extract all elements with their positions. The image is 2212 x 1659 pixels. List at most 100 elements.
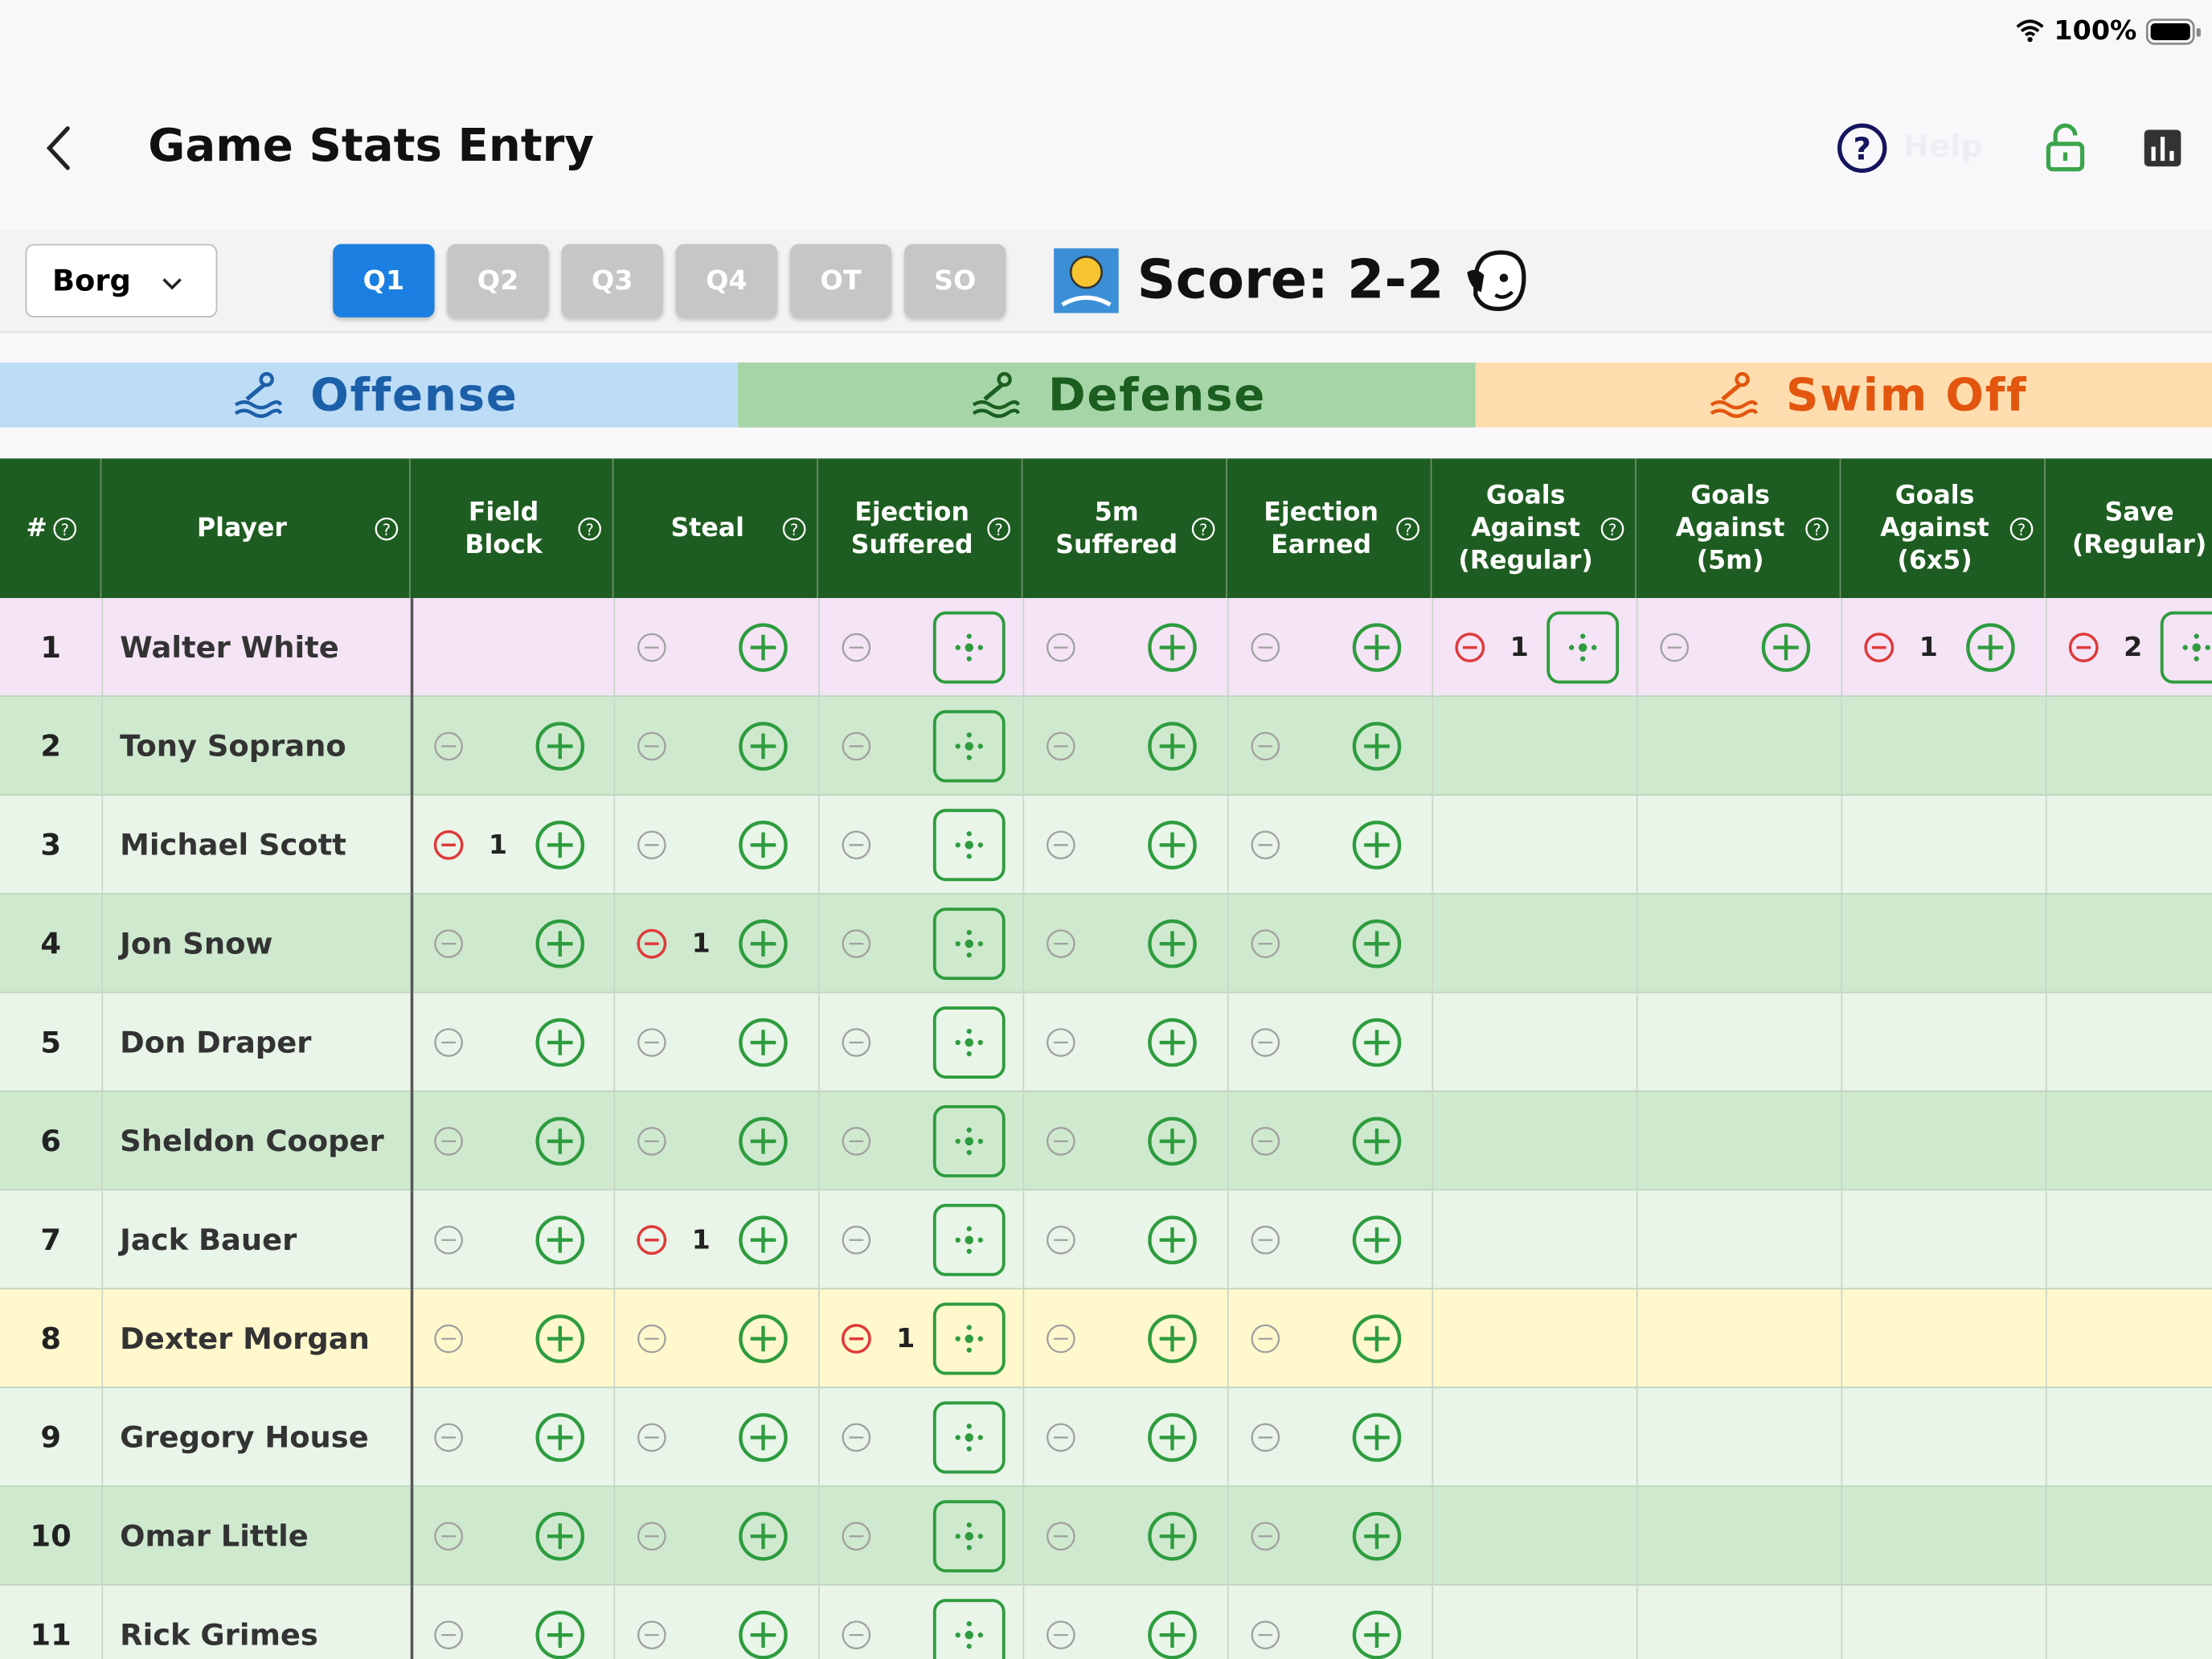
decrement-button[interactable]: [1250, 632, 1281, 663]
increment-button[interactable]: [1351, 1017, 1402, 1067]
increment-button[interactable]: [1351, 622, 1402, 673]
header-help[interactable]: ?: [1190, 515, 1216, 541]
increment-button[interactable]: [535, 1412, 585, 1463]
decrement-button[interactable]: [637, 1422, 668, 1453]
decrement-button[interactable]: [1250, 1422, 1281, 1453]
decrement-button[interactable]: [1250, 1126, 1281, 1157]
decrement-button[interactable]: [2068, 632, 2099, 663]
locate-button[interactable]: [932, 1006, 1006, 1079]
locate-button[interactable]: [932, 1500, 1006, 1573]
locate-button[interactable]: [932, 1401, 1006, 1474]
decrement-button[interactable]: [1046, 1422, 1077, 1453]
category-tab[interactable]: Defense: [737, 363, 1476, 428]
decrement-button[interactable]: [841, 731, 872, 762]
decrement-button[interactable]: [433, 1422, 465, 1453]
increment-button[interactable]: [738, 1017, 789, 1067]
increment-button[interactable]: [738, 919, 789, 969]
decrement-button[interactable]: [841, 1224, 872, 1256]
decrement-button[interactable]: [637, 731, 668, 762]
category-tab[interactable]: Swim Off: [1475, 363, 2212, 428]
increment-button[interactable]: [1147, 1511, 1198, 1562]
header-help[interactable]: ?: [781, 515, 807, 541]
decrement-button[interactable]: [433, 1323, 465, 1354]
period-button[interactable]: OT: [789, 244, 892, 317]
increment-button[interactable]: [738, 820, 789, 870]
decrement-button[interactable]: [1455, 632, 1486, 663]
help-button[interactable]: ?: [1835, 121, 1889, 175]
locate-button[interactable]: [932, 907, 1006, 981]
header-help[interactable]: ?: [1600, 515, 1625, 541]
increment-button[interactable]: [738, 1610, 789, 1659]
decrement-button[interactable]: [1659, 632, 1690, 663]
decrement-button[interactable]: [841, 928, 872, 960]
decrement-button[interactable]: [637, 632, 668, 663]
locate-button[interactable]: [932, 710, 1006, 783]
decrement-button[interactable]: [841, 830, 872, 861]
increment-button[interactable]: [1147, 1017, 1198, 1067]
header-help[interactable]: ?: [2009, 515, 2034, 541]
locate-button[interactable]: [932, 809, 1006, 882]
increment-button[interactable]: [1351, 1412, 1402, 1463]
decrement-button[interactable]: [841, 1027, 872, 1059]
locate-button[interactable]: [932, 1203, 1006, 1276]
decrement-button[interactable]: [1250, 731, 1281, 762]
decrement-button[interactable]: [637, 928, 668, 960]
header-help[interactable]: ?: [1395, 515, 1421, 541]
decrement-button[interactable]: [841, 1422, 872, 1453]
decrement-button[interactable]: [1046, 1224, 1077, 1256]
decrement-button[interactable]: [433, 1224, 465, 1256]
period-button[interactable]: SO: [904, 244, 1006, 317]
decrement-button[interactable]: [841, 1521, 872, 1552]
increment-button[interactable]: [535, 820, 585, 870]
locate-button[interactable]: [1546, 611, 1620, 684]
decrement-button[interactable]: [1046, 1620, 1077, 1651]
decrement-button[interactable]: [1046, 731, 1077, 762]
decrement-button[interactable]: [841, 1126, 872, 1157]
decrement-button[interactable]: [433, 1620, 465, 1651]
decrement-button[interactable]: [1046, 928, 1077, 960]
stats-button[interactable]: [2143, 129, 2182, 168]
decrement-button[interactable]: [433, 1521, 465, 1552]
increment-button[interactable]: [1351, 919, 1402, 969]
decrement-button[interactable]: [433, 830, 465, 861]
increment-button[interactable]: [1147, 1116, 1198, 1166]
increment-button[interactable]: [1147, 721, 1198, 772]
increment-button[interactable]: [1147, 1610, 1198, 1659]
header-help[interactable]: ?: [374, 515, 399, 541]
decrement-button[interactable]: [637, 1126, 668, 1157]
increment-button[interactable]: [535, 1511, 585, 1562]
increment-button[interactable]: [738, 1412, 789, 1463]
increment-button[interactable]: [1351, 1116, 1402, 1166]
decrement-button[interactable]: [1046, 1126, 1077, 1157]
decrement-button[interactable]: [1250, 1620, 1281, 1651]
decrement-button[interactable]: [637, 1027, 668, 1059]
header-help[interactable]: ?: [52, 515, 78, 541]
increment-button[interactable]: [738, 1215, 789, 1265]
header-help[interactable]: ?: [986, 515, 1012, 541]
decrement-button[interactable]: [1046, 1323, 1077, 1354]
help-label[interactable]: Help: [1903, 129, 1984, 166]
decrement-button[interactable]: [637, 1521, 668, 1552]
increment-button[interactable]: [535, 1017, 585, 1067]
header-help[interactable]: ?: [1804, 515, 1830, 541]
decrement-button[interactable]: [433, 1027, 465, 1059]
decrement-button[interactable]: [841, 632, 872, 663]
increment-button[interactable]: [535, 1116, 585, 1166]
increment-button[interactable]: [1351, 820, 1402, 870]
increment-button[interactable]: [535, 1215, 585, 1265]
period-button[interactable]: Q1: [333, 244, 435, 317]
period-button[interactable]: Q2: [447, 244, 549, 317]
increment-button[interactable]: [1147, 919, 1198, 969]
decrement-button[interactable]: [1046, 830, 1077, 861]
category-tab[interactable]: Offense: [0, 363, 738, 428]
increment-button[interactable]: [1351, 1511, 1402, 1562]
decrement-button[interactable]: [1250, 1521, 1281, 1552]
locate-button[interactable]: [932, 1599, 1006, 1659]
locate-button[interactable]: [932, 611, 1006, 684]
decrement-button[interactable]: [841, 1323, 872, 1354]
increment-button[interactable]: [1351, 721, 1402, 772]
increment-button[interactable]: [535, 721, 585, 772]
lock-button[interactable]: [2044, 121, 2087, 172]
decrement-button[interactable]: [1250, 1027, 1281, 1059]
increment-button[interactable]: [738, 1313, 789, 1364]
